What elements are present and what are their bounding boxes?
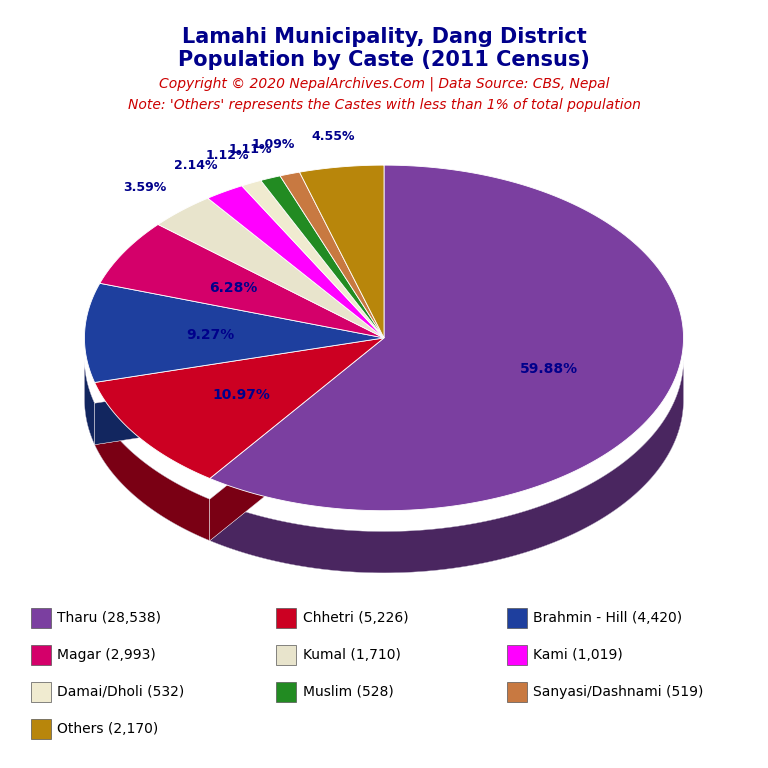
Polygon shape [261,176,384,338]
Polygon shape [242,180,384,338]
Text: Brahmin - Hill (4,420): Brahmin - Hill (4,420) [533,611,682,625]
Polygon shape [100,224,384,338]
Text: Population by Caste (2011 Census): Population by Caste (2011 Census) [178,50,590,70]
Polygon shape [84,359,94,445]
Text: 6.28%: 6.28% [209,281,257,295]
Text: Others (2,170): Others (2,170) [57,722,158,736]
Text: Sanyasi/Dashnami (519): Sanyasi/Dashnami (519) [533,685,703,699]
Polygon shape [94,338,384,478]
Text: 3.59%: 3.59% [124,181,167,194]
Text: 1.11%: 1.11% [228,143,272,156]
Polygon shape [94,359,384,445]
Polygon shape [280,172,384,338]
Polygon shape [300,165,384,338]
Polygon shape [94,359,384,445]
Polygon shape [208,186,384,338]
Text: Kami (1,019): Kami (1,019) [533,648,623,662]
Text: Damai/Dholi (532): Damai/Dholi (532) [57,685,184,699]
Text: Muslim (528): Muslim (528) [303,685,393,699]
Text: Note: 'Others' represents the Castes with less than 1% of total population: Note: 'Others' represents the Castes wit… [127,98,641,112]
Polygon shape [210,359,384,541]
Text: 2.14%: 2.14% [174,159,217,172]
Polygon shape [158,198,384,338]
Text: Magar (2,993): Magar (2,993) [57,648,156,662]
Text: Copyright © 2020 NepalArchives.Com | Data Source: CBS, Nepal: Copyright © 2020 NepalArchives.Com | Dat… [159,77,609,91]
Text: 9.27%: 9.27% [186,328,234,342]
Polygon shape [210,362,684,573]
Text: 1.12%: 1.12% [206,149,249,161]
Polygon shape [210,165,684,511]
Text: Kumal (1,710): Kumal (1,710) [303,648,400,662]
Polygon shape [210,359,384,541]
Polygon shape [94,403,210,541]
Polygon shape [84,359,684,573]
Text: 59.88%: 59.88% [521,362,578,376]
Text: 10.97%: 10.97% [212,388,270,402]
Text: 1.09%: 1.09% [251,138,294,151]
Text: Tharu (28,538): Tharu (28,538) [57,611,161,625]
Polygon shape [84,283,384,382]
Text: Chhetri (5,226): Chhetri (5,226) [303,611,409,625]
Text: 4.55%: 4.55% [312,130,356,143]
Text: Lamahi Municipality, Dang District: Lamahi Municipality, Dang District [181,27,587,47]
